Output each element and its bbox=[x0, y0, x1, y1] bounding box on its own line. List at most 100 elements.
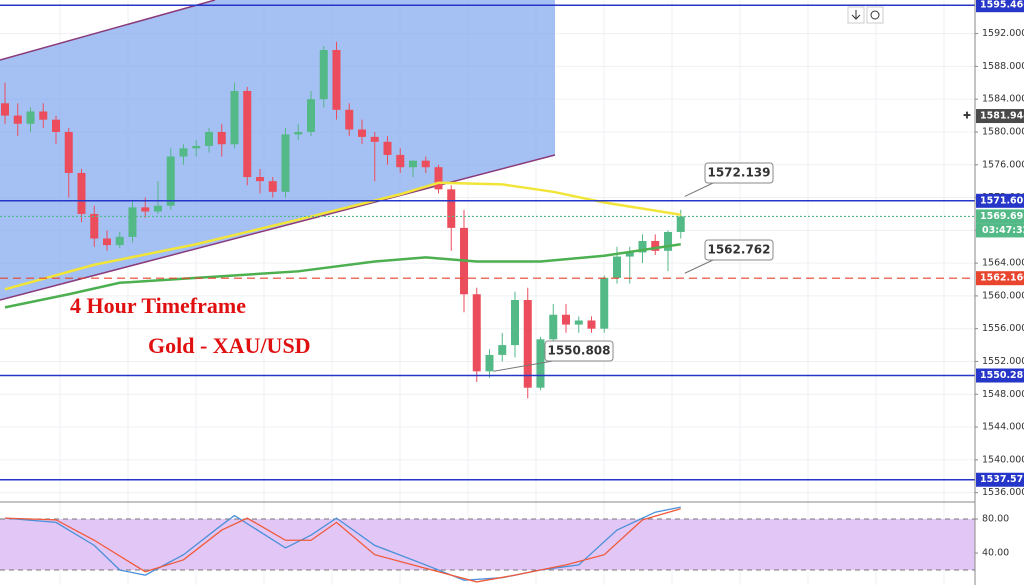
y-tick-label: 1592.000 bbox=[982, 28, 1024, 39]
candle-body bbox=[103, 238, 111, 246]
y-tick-label: 1576.000 bbox=[982, 159, 1024, 170]
candle-body bbox=[13, 115, 22, 124]
trend-channel bbox=[0, 0, 555, 300]
candle-body bbox=[39, 111, 48, 120]
y-tick-label: 1564.000 bbox=[982, 258, 1024, 269]
y-tick-label: 1540.000 bbox=[982, 454, 1024, 465]
price-tag-bg bbox=[976, 0, 1024, 13]
candle-body bbox=[154, 205, 162, 212]
candle-body bbox=[638, 240, 647, 253]
candle-body bbox=[332, 50, 341, 110]
candle-body bbox=[115, 236, 124, 246]
callout-leader bbox=[684, 259, 714, 274]
y-tick-label: 1536.000 bbox=[982, 487, 1024, 498]
cursor-price: 1581.944 bbox=[980, 111, 1024, 122]
line-series bbox=[4, 506, 681, 581]
candle-body bbox=[205, 131, 213, 146]
candle-body bbox=[664, 231, 672, 251]
plot-area: 1572.139 1562.762 1550.808 bbox=[0, 4, 975, 583]
price-tag: 1595.466 bbox=[980, 0, 1024, 11]
y-tick-label: 1556.000 bbox=[982, 323, 1024, 334]
candle-body bbox=[307, 99, 315, 132]
y-tick-label: 1544.000 bbox=[982, 422, 1024, 433]
callout-label: 1550.808 bbox=[547, 344, 610, 358]
candle-body bbox=[562, 314, 570, 325]
band-fill bbox=[0, 518, 975, 571]
candle-body bbox=[485, 354, 494, 372]
candle-body bbox=[230, 90, 239, 145]
candle-body bbox=[256, 177, 264, 182]
y-tick-label: 1552.000 bbox=[982, 356, 1024, 367]
countdown: 03:47:32 bbox=[982, 225, 1024, 236]
candle-body bbox=[409, 160, 417, 168]
y-tick-label: 80.00 bbox=[982, 513, 1009, 524]
annotation: Gold - XAU/USD bbox=[148, 333, 311, 358]
candle-body bbox=[574, 320, 583, 325]
price-tag-bg bbox=[976, 209, 1024, 224]
callout-box bbox=[544, 340, 614, 362]
line-series bbox=[4, 243, 681, 309]
price-tag: 1569.695 bbox=[980, 211, 1024, 222]
candle-body bbox=[625, 252, 634, 257]
candle-body bbox=[498, 345, 507, 355]
candle-body bbox=[52, 119, 60, 132]
callout-label: 1572.139 bbox=[707, 166, 770, 180]
candle-body bbox=[523, 300, 532, 388]
channel-upper-edge bbox=[0, 0, 216, 61]
candle-body bbox=[179, 148, 188, 157]
candle-body bbox=[472, 294, 481, 372]
candle-body bbox=[294, 131, 303, 135]
y-tick-label: 40.00 bbox=[982, 548, 1009, 559]
settings-icon bbox=[870, 10, 880, 20]
channel-lower-edge bbox=[0, 154, 556, 301]
y-tick-label: 1560.000 bbox=[982, 290, 1024, 301]
candle-body bbox=[26, 111, 35, 124]
y-tick-label: 1548.000 bbox=[982, 389, 1024, 400]
price-tag: 1537.571 bbox=[980, 474, 1024, 485]
candle-body bbox=[345, 109, 354, 130]
candle-body bbox=[587, 320, 596, 329]
candle-body bbox=[90, 213, 99, 239]
candle-body bbox=[651, 240, 660, 251]
candle-body bbox=[64, 131, 73, 173]
candle-body bbox=[447, 189, 456, 228]
candle-body bbox=[319, 50, 328, 100]
candle-body bbox=[166, 156, 175, 206]
candle-body bbox=[1, 103, 9, 116]
callout-box bbox=[704, 239, 774, 261]
cursor-plus: ✚ bbox=[963, 111, 971, 122]
toolbar bbox=[847, 6, 884, 24]
candle-body bbox=[676, 216, 685, 232]
annotation: 4 Hour Timeframe bbox=[70, 293, 246, 318]
price-tag: 1571.602 bbox=[980, 195, 1024, 206]
candle-body bbox=[613, 256, 621, 278]
candle-body bbox=[281, 134, 290, 192]
price-tag-bg bbox=[976, 368, 1024, 383]
candle-body bbox=[383, 141, 392, 155]
y-tick-label: 1588.000 bbox=[982, 61, 1024, 72]
candle-body bbox=[192, 145, 201, 149]
callout-leader bbox=[684, 182, 714, 197]
settings-button[interactable] bbox=[866, 6, 884, 24]
price-tag: 1562.160 bbox=[980, 273, 1024, 284]
y-tick-label: 1580.000 bbox=[982, 126, 1024, 137]
candle-body bbox=[77, 172, 86, 214]
price-tag-bg bbox=[976, 193, 1024, 208]
price-tag-bg bbox=[976, 271, 1024, 286]
candle-body bbox=[243, 90, 252, 178]
countdown-bg bbox=[976, 223, 1024, 238]
price-tag-bg bbox=[976, 472, 1024, 487]
candle-body bbox=[141, 207, 150, 212]
cursor-tag-bg bbox=[976, 109, 1024, 124]
candle-body bbox=[549, 314, 558, 340]
candle-body bbox=[396, 154, 405, 168]
price-tag: 1550.287 bbox=[980, 370, 1024, 381]
candle-body bbox=[600, 277, 609, 329]
candle-body bbox=[358, 129, 366, 137]
line-series bbox=[4, 508, 681, 583]
candle-body bbox=[370, 136, 379, 142]
candle-body bbox=[217, 131, 226, 145]
candle-body bbox=[128, 207, 137, 237]
callout-box bbox=[704, 162, 774, 184]
